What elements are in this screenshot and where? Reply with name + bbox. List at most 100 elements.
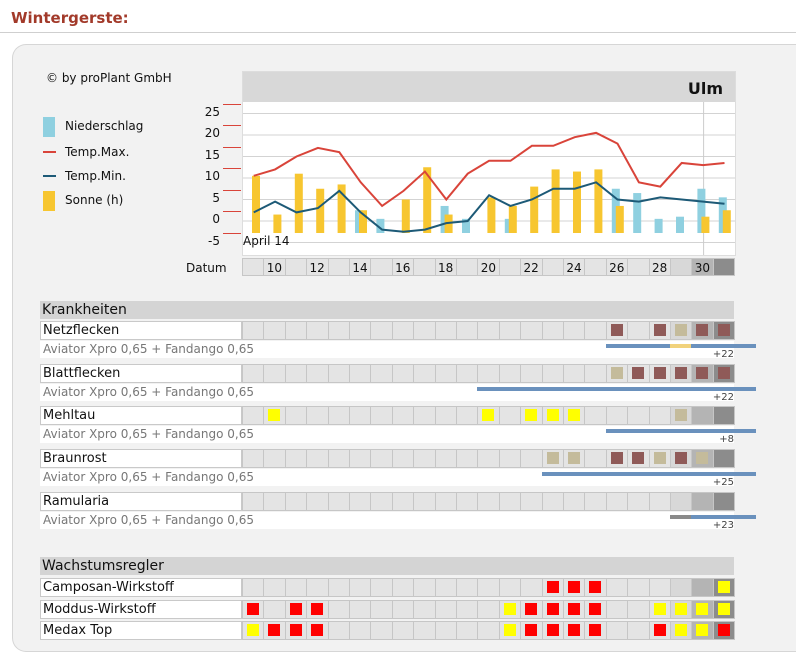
day-cell [456,492,479,511]
day-cell [605,492,629,511]
day-cell [306,578,329,597]
treatment-row: Aviator Xpro 0,65 + Fandango 0,65 +23 [40,512,734,531]
sunshine-bar [273,214,282,233]
risk-marker [311,603,324,615]
day-cell [434,492,457,511]
risk-marker [247,603,259,615]
legend-label: Sonne (h) [65,193,124,207]
day-cell [605,621,629,640]
day-cell [477,364,500,383]
risk-marker [632,367,645,379]
precipitation-bar [462,218,470,233]
day-cell [370,406,393,425]
section-diseases: Krankheiten [40,301,734,319]
precipitation-bar [376,218,385,233]
day-cell [670,578,693,597]
risk-marker [675,409,687,421]
day-cell [498,321,522,340]
y-tick-label: 0 [212,212,220,226]
day-cell [242,578,265,597]
sunshine-bar [722,210,731,233]
day-cell [477,578,500,597]
protection-bar [541,472,756,476]
treatment-days: +22 [712,392,734,403]
risk-marker [546,409,559,421]
disease-name: Blattflecken [40,364,242,383]
risk-marker [717,603,730,615]
precipitation-bar [676,216,684,233]
risk-marker [696,452,709,464]
day-cell [584,406,607,425]
risk-marker [568,452,580,464]
risk-marker [653,452,666,464]
date-cell [712,258,736,276]
regulator-name: Medax Top [40,621,242,640]
disease-name: Netzflecken [40,321,242,340]
day-cell [434,364,457,383]
risk-marker [568,581,580,593]
day-cell [284,321,308,340]
protection-bar [605,429,756,433]
treatment-row: Aviator Xpro 0,65 + Fandango 0,65 +8 [40,426,734,445]
page-title: Wintergerste: [11,9,129,27]
day-cell [327,321,350,340]
day-cell [284,449,308,468]
day-cell [456,321,479,340]
day-cell [541,364,564,383]
precipitation-bar [697,188,706,233]
day-cell [242,449,265,468]
day-cell [563,364,586,383]
day-cell [413,449,436,468]
y-tick-label: 5 [212,190,220,205]
risk-marker [525,624,538,636]
day-cell [349,449,372,468]
treatment-text: Aviator Xpro 0,65 + Fandango 0,65 [43,470,254,484]
sunshine-bar [316,188,325,233]
day-cell [434,449,457,468]
day-cell [434,578,457,597]
treatment-row: Aviator Xpro 0,65 + Fandango 0,65 +22 [40,341,734,360]
day-cell [263,492,286,511]
day-cell [242,492,265,511]
date-cell [627,258,650,276]
day-cell [691,492,714,511]
risk-marker [289,624,302,636]
day-cell [349,364,372,383]
day-cell [712,449,736,468]
sunshine-bar [615,205,624,233]
risk-marker [546,581,559,593]
day-cell [648,578,671,597]
y-tick-mark [223,232,241,234]
protection-bar [477,387,756,391]
legend-swatch-line [43,175,56,177]
day-cell [349,578,372,597]
treatment-days: +8 [719,434,734,445]
day-cell [456,600,479,619]
day-cell [391,321,415,340]
day-cell [498,492,522,511]
date-cell [327,258,350,276]
sunshine-bar [551,169,560,233]
day-cell [520,321,543,340]
day-cell [498,406,522,425]
day-cell [327,578,350,597]
risk-marker [675,603,687,615]
day-cell [263,449,286,468]
risk-marker [289,603,302,615]
day-cell [605,600,629,619]
day-cell [349,321,372,340]
risk-marker [653,324,666,336]
day-cell [413,621,436,640]
day-cell [413,406,436,425]
weather-chart: Ulm [242,71,736,256]
date-label: 22 [523,261,539,275]
day-cell [391,364,415,383]
day-cell [520,449,543,468]
day-cell [327,600,350,619]
date-label: 30 [694,261,711,275]
sunshine-bar [487,197,496,233]
day-cell [605,578,629,597]
day-cell [284,406,308,425]
y-tick-label: 15 [204,147,220,162]
month-label: April 14 [243,234,290,248]
